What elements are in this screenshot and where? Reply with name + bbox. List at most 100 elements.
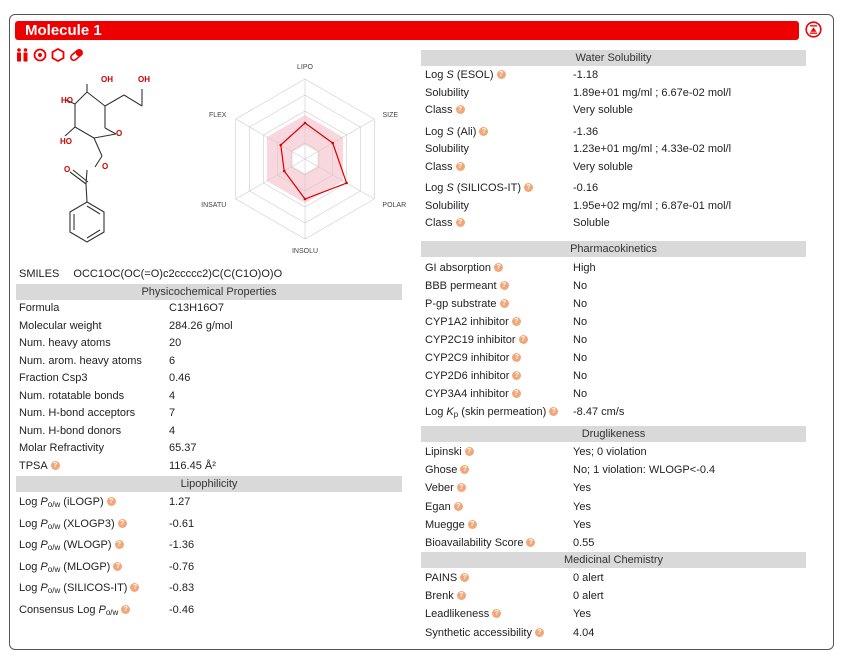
table-row: Lipinski? Yes; 0 violation — [425, 443, 805, 461]
info-icon[interactable]: ? — [455, 161, 465, 171]
table-row: Class? Very soluble — [425, 159, 805, 177]
table-row: Num. arom. heavy atoms 6 — [19, 353, 400, 371]
table-row: Solubility 1.89e+01 mg/ml ; 6.67e-02 mol/… — [425, 85, 805, 103]
info-icon[interactable]: ? — [511, 317, 521, 326]
info-icon[interactable]: ? — [117, 518, 127, 528]
info-icon[interactable]: ? — [106, 497, 116, 506]
water-header: Water Solubility — [421, 50, 806, 66]
pk-value: No — [573, 370, 588, 382]
pk-table: GI absorption? High BBB permeant? No P-gp … — [425, 259, 805, 422]
info-icon[interactable]: ? — [496, 70, 506, 79]
hexagon-icon[interactable] — [51, 47, 65, 65]
solubility-value: 1.89e+01 mg/ml ; 6.67e-02 mol/l — [573, 86, 732, 99]
table-row: Formula C13H16O7 — [19, 300, 400, 318]
table-row: PAINS? 0 alert — [425, 569, 805, 587]
info-icon[interactable]: ? — [456, 483, 466, 493]
medchem-table: PAINS? 0 alert Brenk? 0 alert Leadlikeness… — [425, 569, 805, 642]
info-icon[interactable]: ? — [114, 540, 124, 549]
info-icon[interactable]: ? — [121, 604, 131, 614]
info-icon[interactable]: ? — [526, 537, 536, 547]
info-icon[interactable]: ? — [455, 105, 465, 114]
method-label: (WLOGP) — [63, 539, 112, 551]
radar-axis-label: FLEX — [209, 112, 227, 119]
radar-point — [279, 143, 283, 147]
info-icon[interactable]: ? — [113, 561, 123, 571]
sub-text: p — [453, 410, 459, 419]
class-label: Class — [425, 217, 453, 229]
info-icon[interactable]: ? — [511, 389, 521, 398]
radar-axis-label: INSOLU — [292, 248, 318, 255]
logs-value: -0.16 — [573, 182, 599, 194]
table-row: CYP1A2 inhibitor? No — [425, 313, 805, 331]
info-icon[interactable]: ? — [130, 583, 140, 592]
info-icon[interactable]: ? — [512, 353, 522, 362]
info-icon[interactable]: ? — [460, 573, 470, 582]
drug-value: No; 1 violation: WLOGP<-0.4 — [573, 464, 716, 477]
info-icon[interactable]: ? — [455, 218, 465, 227]
info-icon[interactable]: ? — [460, 465, 470, 475]
table-row: Solubility 1.95e+02 mg/ml ; 6.87e-01 mol/… — [425, 198, 805, 216]
atom-oh: OH — [101, 75, 113, 84]
info-icon[interactable]: ? — [479, 126, 489, 136]
s-text: S — [446, 69, 454, 81]
table-row: Log Po/w (WLOGP)? -1.36 — [19, 535, 400, 557]
drug-header: Druglikeness — [421, 426, 806, 442]
prop-label: Molecular weight — [19, 319, 102, 332]
info-icon[interactable]: ? — [518, 335, 528, 344]
pk-label: CYP3A4 inhibitor — [425, 388, 509, 400]
children-icon[interactable] — [16, 48, 29, 65]
info-icon[interactable]: ? — [499, 281, 509, 290]
table-row: Log Kp (skin permeation)? -8.47 cm/s — [425, 403, 805, 422]
pk-label: P-gp substrate — [425, 298, 497, 310]
p-text: P — [98, 603, 106, 616]
prop-value: 4 — [169, 389, 176, 402]
drug-value: Yes — [573, 500, 591, 513]
atom-ho: HO — [61, 96, 73, 105]
class-label: Class — [425, 104, 453, 116]
medchem-label: PAINS — [425, 572, 458, 584]
info-icon[interactable]: ? — [535, 627, 544, 637]
method-label: (SILICOS-IT) — [63, 582, 128, 594]
pk-value: High — [573, 262, 596, 274]
info-icon[interactable]: ? — [492, 609, 502, 619]
solubility-value: 1.23e+01 mg/ml ; 4.33e-02 mol/l — [573, 143, 732, 155]
info-icon[interactable]: ? — [512, 371, 522, 380]
drug-value: 0.55 — [573, 536, 595, 549]
sub-text: o/w — [47, 500, 61, 509]
collapse-icon[interactable] — [805, 21, 822, 38]
info-icon[interactable]: ? — [467, 519, 477, 529]
logs-value: -1.18 — [573, 69, 599, 81]
pk-label: CYP1A2 inhibitor — [425, 316, 509, 328]
method-label: (ESOL) — [456, 69, 494, 81]
log-text: Log — [19, 496, 38, 508]
physchem-table: Formula C13H16O7 Molecular weight 284.26 g… — [19, 300, 400, 475]
drug-label: Egan — [425, 500, 451, 513]
table-row: Egan? Yes — [425, 498, 805, 516]
pk-value: No — [573, 352, 588, 364]
class-value: Very soluble — [573, 104, 633, 116]
table-row: BBB permeant? No — [425, 277, 805, 295]
info-icon[interactable]: ? — [494, 263, 504, 272]
info-icon[interactable]: ? — [453, 501, 463, 511]
info-icon[interactable]: ? — [464, 447, 474, 456]
method-label: (iLOGP) — [63, 496, 104, 508]
prop-value: 7 — [169, 407, 176, 419]
drug-value: Yes — [573, 518, 591, 531]
sub-text: o/w — [47, 564, 61, 574]
sub-text: o/w — [47, 543, 61, 552]
info-icon[interactable]: ? — [524, 183, 533, 192]
info-icon[interactable]: ? — [549, 407, 559, 416]
p-text: P — [40, 517, 48, 530]
info-icon[interactable]: ? — [456, 591, 466, 601]
target-icon[interactable] — [33, 48, 47, 65]
s-text: S — [446, 182, 454, 194]
pill-icon[interactable] — [69, 48, 84, 65]
radar-spoke — [304, 118, 375, 160]
molecule-structure: OH OH HO HO O O O — [60, 75, 150, 243]
p-text: P — [40, 560, 48, 573]
table-row: Log S (Ali)? -1.36 — [425, 124, 805, 142]
info-icon[interactable]: ? — [499, 299, 509, 308]
info-icon[interactable]: ? — [50, 460, 60, 470]
smiles-value: OCC1OC(OC(=O)c2ccccc2)C(C(C1O)O)O — [73, 268, 283, 280]
drug-label: Muegge — [425, 518, 465, 531]
